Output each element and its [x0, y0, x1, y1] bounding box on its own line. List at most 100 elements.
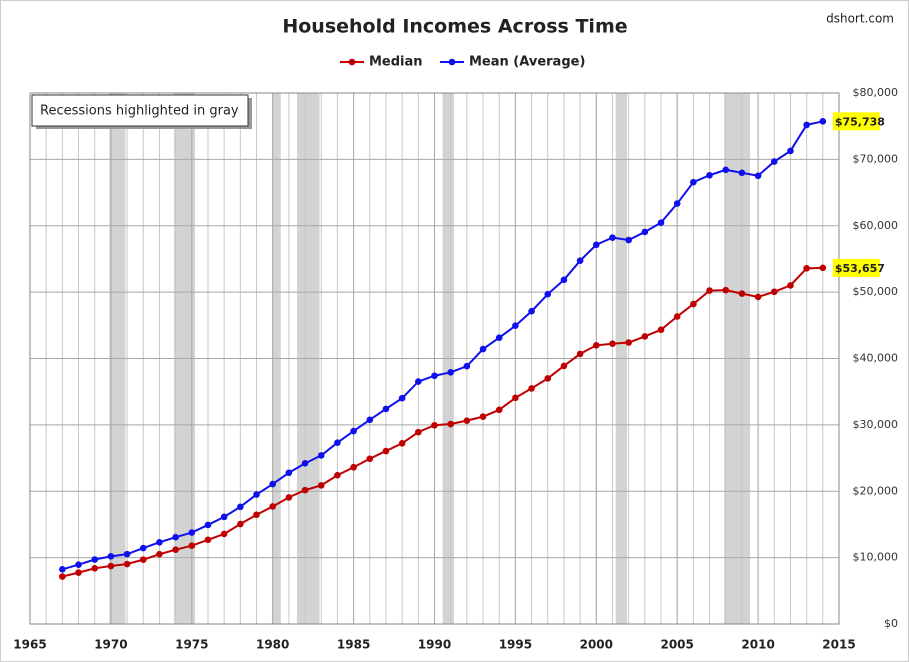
legend-label: Median [369, 55, 423, 70]
plot-border [29, 92, 840, 625]
y-tick-label: $60,000 [853, 219, 899, 232]
data-point [722, 166, 730, 174]
data-point [560, 276, 568, 284]
data-point [803, 121, 810, 129]
data-point [593, 341, 600, 349]
data-point [75, 569, 82, 576]
data-point [738, 169, 746, 177]
data-point [770, 288, 778, 296]
data-point [237, 503, 244, 511]
data-point [334, 471, 341, 479]
data-point [495, 406, 503, 414]
data-point [787, 147, 794, 155]
data-point [415, 378, 422, 385]
data-point [237, 520, 244, 528]
y-tick-label: $50,000 [853, 285, 899, 298]
data-point [334, 439, 341, 447]
data-point [398, 394, 406, 402]
data-point [91, 565, 99, 572]
value-label-bg [832, 112, 880, 131]
data-point [641, 228, 649, 236]
plot [29, 92, 840, 625]
data-point [285, 494, 293, 501]
y-tick-label: $70,000 [853, 152, 899, 165]
data-point [269, 480, 277, 488]
data-point [576, 350, 584, 358]
data-point [641, 333, 649, 340]
data-point [625, 236, 632, 244]
data-point [512, 322, 519, 330]
data-point [560, 362, 568, 370]
x-tick-label: 1970 [94, 638, 127, 652]
data-point [544, 375, 552, 382]
x-tick-label: 1995 [499, 638, 532, 652]
x-tick-label: 1965 [13, 638, 46, 652]
y-tick-label: $40,000 [853, 352, 899, 365]
data-point [382, 405, 390, 413]
annotation: Recessions highlighted in gray [40, 104, 239, 119]
data-point [770, 158, 778, 165]
annotation-box [31, 94, 249, 127]
y-tick-label: $80,000 [853, 86, 899, 99]
data-point [673, 313, 681, 320]
legend-marker [448, 58, 456, 66]
y-tick-label: $0 [884, 617, 898, 630]
x-tick-label: 1990 [418, 638, 451, 652]
data-point [139, 544, 147, 552]
data-point [528, 385, 535, 392]
data-point [350, 463, 357, 471]
data-point [447, 368, 454, 376]
data-point [317, 482, 325, 489]
data-point [819, 264, 827, 272]
chart-title: Household Incomes Across Time [282, 16, 627, 38]
value-label: $75,738 [835, 115, 885, 128]
x-tick-label: 2015 [822, 638, 855, 652]
data-point [609, 340, 616, 348]
x-tick-label: 2010 [741, 638, 774, 652]
data-point [366, 416, 374, 424]
data-point [657, 219, 665, 226]
data-point [787, 282, 794, 289]
data-point [366, 455, 374, 463]
data-point [59, 573, 66, 580]
data-point [706, 287, 713, 294]
y-tick-label: $30,000 [853, 418, 899, 431]
data-point [722, 286, 730, 294]
x-tick-label: 1985 [337, 638, 370, 652]
data-point [188, 542, 196, 549]
data-point [803, 265, 810, 272]
data-point [382, 447, 390, 455]
data-point [576, 257, 584, 264]
data-point [512, 394, 519, 402]
data-point [528, 307, 535, 315]
data-point [139, 556, 147, 563]
data-point [59, 566, 66, 573]
data-point [156, 550, 163, 558]
legend-label: Mean (Average) [469, 55, 585, 70]
data-point [398, 439, 406, 447]
y-tick-label: $20,000 [853, 484, 899, 497]
data-point [220, 530, 228, 538]
data-point [706, 171, 713, 179]
x-tick-label: 2005 [660, 638, 693, 652]
data-point [188, 529, 196, 536]
data-point [625, 339, 632, 346]
data-point [479, 413, 487, 420]
data-point [172, 546, 179, 553]
data-point [75, 561, 82, 568]
data-point [415, 428, 422, 436]
data-point [301, 486, 309, 494]
data-point [447, 420, 454, 428]
data-point [172, 533, 179, 541]
data-point [463, 362, 471, 370]
data-point [301, 460, 309, 467]
data-point [156, 539, 163, 546]
data-point [91, 556, 99, 563]
data-point [738, 290, 746, 297]
data-point [285, 469, 293, 477]
data-point [123, 550, 131, 558]
data-point [463, 417, 471, 424]
source: dshort.com [826, 12, 894, 26]
data-point [593, 241, 600, 249]
